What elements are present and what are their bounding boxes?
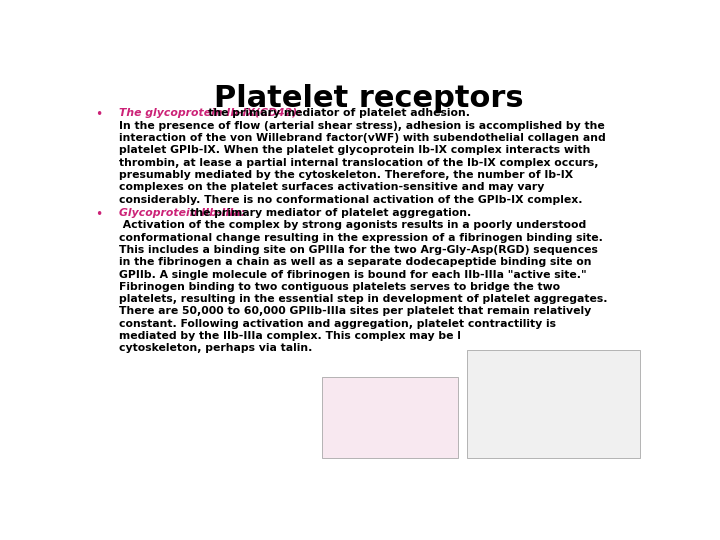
Text: platelet GPIb-IX. When the platelet glycoprotein Ib-IX complex interacts with: platelet GPIb-IX. When the platelet glyc… — [119, 145, 590, 156]
Text: There are 50,000 to 60,000 GPIIb-IIIa sites per platelet that remain relatively: There are 50,000 to 60,000 GPIIb-IIIa si… — [119, 307, 591, 316]
FancyBboxPatch shape — [322, 377, 458, 458]
Text: the primary mediator of platelet aggregation.: the primary mediator of platelet aggrega… — [179, 208, 471, 218]
Text: thrombin, at lease a partial internal translocation of the Ib-IX complex occurs,: thrombin, at lease a partial internal tr… — [119, 158, 598, 167]
Text: GPIIb. A single molecule of fibrinogen is bound for each IIb-IIIa "active site.": GPIIb. A single molecule of fibrinogen i… — [119, 269, 587, 280]
Text: conformational change resulting in the expression of a fibrinogen binding site.: conformational change resulting in the e… — [119, 233, 603, 242]
Text: Platelet receptors: Platelet receptors — [214, 84, 524, 112]
Text: In the presence of flow (arterial shear stress), adhesion is accomplished by the: In the presence of flow (arterial shear … — [119, 121, 605, 131]
Text: Glycoprotein IIb-IIIa:: Glycoprotein IIb-IIIa: — [119, 208, 246, 218]
Text: This includes a binding site on GPIIIa for the two Arg-Gly-Asp(RGD) sequences: This includes a binding site on GPIIIa f… — [119, 245, 598, 255]
Text: in the fibrinogen a chain as well as a separate dodecapeptide binding site on: in the fibrinogen a chain as well as a s… — [119, 257, 592, 267]
Text: complexes on the platelet surfaces activation-sensitive and may vary: complexes on the platelet surfaces activ… — [119, 183, 544, 192]
Text: constant. Following activation and aggregation, platelet contractility is: constant. Following activation and aggre… — [119, 319, 556, 329]
Text: the primary mediator of platelet adhesion.: the primary mediator of platelet adhesio… — [197, 109, 470, 118]
Text: •: • — [96, 208, 103, 221]
Text: •: • — [96, 109, 103, 122]
Text: The glycoprotein Ib-IX(CD42):: The glycoprotein Ib-IX(CD42): — [119, 109, 302, 118]
Text: presumably mediated by the cytoskeleton. Therefore, the number of Ib-IX: presumably mediated by the cytoskeleton.… — [119, 170, 573, 180]
Text: cytoskeleton, perhaps via talin.: cytoskeleton, perhaps via talin. — [119, 343, 312, 353]
Text: interaction of the von Willebrand factor(vWF) with subendothelial collagen and: interaction of the von Willebrand factor… — [119, 133, 606, 143]
Text: Fibrinogen binding to two contiguous platelets serves to bridge the two: Fibrinogen binding to two contiguous pla… — [119, 282, 560, 292]
Text: Activation of the complex by strong agonists results in a poorly understood: Activation of the complex by strong agon… — [119, 220, 586, 231]
Text: considerably. There is no conformational activation of the GPIb-IX complex.: considerably. There is no conformational… — [119, 194, 582, 205]
Text: platelets, resulting in the essential step in development of platelet aggregates: platelets, resulting in the essential st… — [119, 294, 608, 304]
Text: mediated by the IIb-IIIa complex. This complex may be l: mediated by the IIb-IIIa complex. This c… — [119, 331, 461, 341]
FancyBboxPatch shape — [467, 349, 639, 458]
